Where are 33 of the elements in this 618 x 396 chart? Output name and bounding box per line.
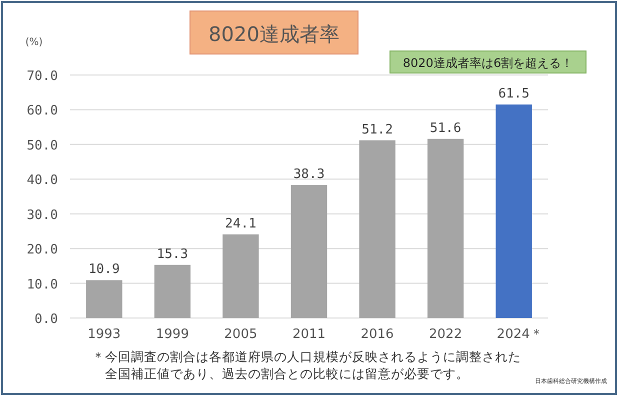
bar bbox=[496, 104, 532, 318]
bar bbox=[427, 138, 464, 318]
bar bbox=[290, 185, 328, 318]
data-label: 38.3 bbox=[293, 167, 325, 182]
bar bbox=[154, 264, 191, 318]
data-label: 51.2 bbox=[362, 122, 393, 138]
y-tick-label: 40.0 bbox=[26, 173, 58, 188]
text: ＊今回調査の割合は各都道府県の人口規模が反映されるように調整された全国補正値であり、過去の割合との比較には留意が必要です。 bbox=[92, 348, 522, 382]
y-tick-label: 30.0 bbox=[26, 208, 58, 223]
y-tick-label: 20.0 bbox=[26, 242, 58, 258]
data-label: 10.9 bbox=[88, 262, 120, 278]
y-tick-label: 50.0 bbox=[26, 138, 58, 154]
y-tick-label: 0.0 bbox=[34, 312, 58, 327]
x-tick-label: 2011 bbox=[292, 327, 326, 342]
data-label: 61.5 bbox=[498, 86, 530, 102]
data-label: 51.6 bbox=[430, 120, 462, 136]
x-tick-label: 2022 bbox=[429, 327, 462, 342]
x-tick-label: 2005 bbox=[224, 327, 258, 342]
x-tick-label: 2016 bbox=[360, 327, 394, 342]
x-tick-label: 1993 bbox=[88, 327, 121, 342]
y-tick-label: 10.0 bbox=[26, 277, 58, 292]
chart-title: 8020達成者率 bbox=[208, 22, 340, 46]
data-label: 24.1 bbox=[225, 216, 256, 232]
y-axis-title: (%) bbox=[25, 37, 43, 48]
y-tick-label: 60.0 bbox=[26, 104, 58, 119]
bar bbox=[86, 280, 122, 318]
bar bbox=[222, 234, 259, 318]
x-tick-label: 2024＊ bbox=[496, 327, 543, 342]
text: 8020達成者率は6割を超える！ bbox=[402, 56, 574, 70]
data-label: 15.3 bbox=[156, 246, 188, 262]
x-tick-label: 1999 bbox=[156, 327, 189, 342]
bar bbox=[359, 140, 396, 318]
y-tick-label: 70.0 bbox=[26, 69, 58, 84]
